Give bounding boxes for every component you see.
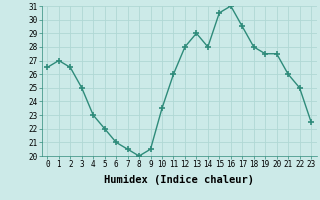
X-axis label: Humidex (Indice chaleur): Humidex (Indice chaleur) [104,175,254,185]
